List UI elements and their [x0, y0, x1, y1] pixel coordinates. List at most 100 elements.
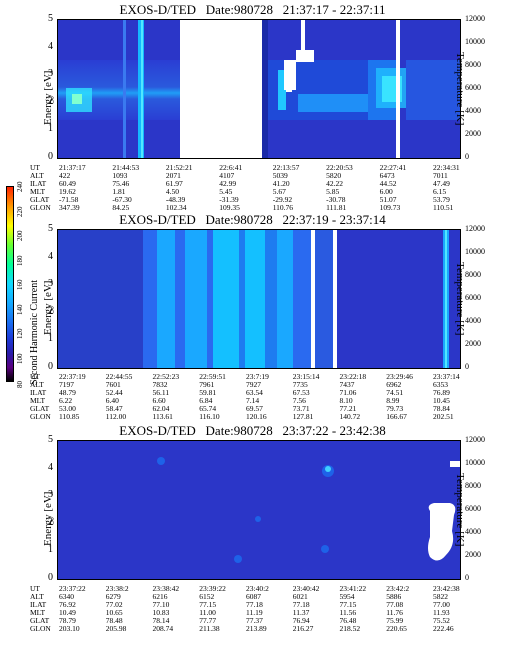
orbit-cell: 11.37: [292, 608, 310, 617]
colorbar-tick-label: 240: [16, 181, 24, 193]
orbit-cell: 7601: [105, 380, 121, 389]
orbit-cell: 21:44:53: [112, 163, 140, 172]
orbit-cell: -71.58: [59, 195, 79, 204]
orbit-cell: 5954: [339, 592, 355, 601]
orbit-cell: 1093: [112, 171, 128, 180]
orbit-cell: 1.81: [112, 187, 126, 196]
orbit-cell: 23:39:22: [199, 584, 226, 593]
panel-2-title: EXOS-D/TED Date:980728 22:37:19 - 23:37:…: [119, 212, 386, 227]
orbit-cell: 23:15:14: [292, 372, 320, 381]
orbit-cell: 7735: [292, 380, 308, 389]
orbit-cell: 6473: [379, 171, 395, 180]
orbit-cell: 120.16: [246, 412, 267, 421]
orbit-row-name: GLAT: [30, 404, 50, 413]
orbit-cell: 213.89: [246, 624, 267, 633]
orbit-cell: 77.37: [246, 616, 263, 625]
orbit-cell: 71.06: [339, 388, 357, 397]
orbit-cell: 7832: [152, 380, 168, 389]
ytick-left-label: 4: [48, 461, 53, 473]
orbit-cell: 2071: [165, 171, 181, 180]
orbit-cell: 4.50: [165, 187, 179, 196]
orbit-cell: -67.30: [112, 195, 132, 204]
orbit-cell: 110.51: [433, 203, 454, 212]
colorbar-label: Second Harmonic Current: [29, 280, 40, 385]
panel-3-spectrogram: [57, 440, 461, 580]
orbit-cell: 41.20: [272, 179, 290, 188]
orbit-cell: 203.10: [59, 624, 80, 633]
orbit-cell: 67.53: [292, 388, 310, 397]
orbit-cell: 77.10: [152, 600, 170, 609]
orbit-cell: 7.56: [292, 396, 306, 405]
ytick-left-label: 3: [48, 68, 53, 80]
orbit-cell: 22:44:55: [105, 372, 133, 381]
colorbar-tick-label: 160: [16, 279, 24, 291]
orbit-cell: 422: [59, 171, 71, 180]
orbit-cell: 11.56: [339, 608, 357, 617]
ytick-left-label: 4: [48, 250, 53, 262]
orbit-cell: 23:7:19: [246, 372, 269, 381]
orbit-cell: 7961: [199, 380, 215, 389]
ytick-left-label: 0: [48, 361, 53, 372]
orbit-cell: 4107: [219, 171, 235, 180]
orbit-cell: 77.15: [199, 600, 217, 609]
orbit-cell: 11.19: [246, 608, 263, 617]
orbit-row-name: GLON: [30, 624, 51, 633]
orbit-cell: 23:42:38: [433, 584, 460, 593]
ytick-right-label: 4000: [465, 106, 481, 115]
orbit-cell: 44.52: [379, 179, 397, 188]
orbit-cell: 51.07: [379, 195, 397, 204]
orbit-cell: 60.49: [59, 179, 76, 188]
orbit-cell: 61.97: [165, 179, 183, 188]
orbit-row-name: UT: [30, 372, 40, 381]
orbit-cell: 22:6:41: [219, 163, 243, 172]
orbit-cell: 48.79: [59, 388, 76, 397]
orbit-cell: 10.65: [105, 608, 123, 617]
ytick-left-label: 1: [48, 333, 53, 345]
orbit-cell: 6962: [386, 380, 402, 389]
ytick-right-label: 12000: [465, 14, 485, 23]
orbit-cell: 218.52: [339, 624, 361, 633]
orbit-row-name: ILAT: [30, 600, 47, 609]
ytick-right-label: 10000: [465, 247, 485, 256]
orbit-cell: 21:52:21: [165, 163, 193, 172]
orbit-cell: 8.99: [386, 396, 400, 405]
orbit-cell: 11.93: [433, 608, 450, 617]
colorbar-tick-label: 200: [16, 230, 24, 242]
orbit-cell: -31.39: [219, 195, 239, 204]
ytick-right-label: 6000: [465, 504, 481, 513]
orbit-cell: 6.40: [105, 396, 119, 405]
orbit-cell: 113.61: [152, 412, 173, 421]
orbit-cell: 109.35: [219, 203, 240, 212]
orbit-cell: 23:41:22: [339, 584, 367, 593]
orbit-cell: -30.78: [326, 195, 346, 204]
orbit-cell: 22:34:31: [433, 163, 460, 172]
colorbar-tick-label: 140: [16, 304, 24, 315]
orbit-row-name: MLT: [30, 187, 46, 196]
orbit-cell: 7197: [59, 380, 74, 389]
orbit-cell: 23:40:2: [246, 584, 269, 593]
orbit-cell: 77.02: [105, 600, 123, 609]
orbit-cell: 47.49: [433, 179, 450, 188]
orbit-cell: 110.76: [272, 203, 294, 212]
orbit-cell: 5.45: [219, 187, 233, 196]
orbit-cell: 23:38:2: [105, 584, 129, 593]
orbit-cell: 42.22: [326, 179, 344, 188]
orbit-cell: 22:13:57: [272, 163, 300, 172]
orbit-cell: 7927: [246, 380, 261, 389]
ytick-left-label: 2: [48, 516, 53, 528]
orbit-cell: 84.25: [112, 203, 130, 212]
orbit-cell: 53.00: [59, 404, 76, 413]
orbit-cell: 22:20:53: [326, 163, 353, 172]
orbit-cell: 62.04: [152, 404, 170, 413]
colorbar-tick-label: 100: [16, 353, 24, 364]
orbit-cell: 22:59:51: [199, 372, 226, 381]
orbit-cell: 102.34: [165, 203, 187, 212]
orbit-cell: 5886: [386, 592, 402, 601]
orbit-row-name: UT: [30, 163, 40, 172]
orbit-row-name: ILAT: [30, 179, 47, 188]
orbit-cell: 78.14: [152, 616, 170, 625]
orbit-cell: 6087: [246, 592, 261, 601]
orbit-cell: -29.92: [272, 195, 293, 204]
orbit-row-name: ALT: [30, 171, 44, 180]
orbit-cell: 6.60: [152, 396, 166, 405]
